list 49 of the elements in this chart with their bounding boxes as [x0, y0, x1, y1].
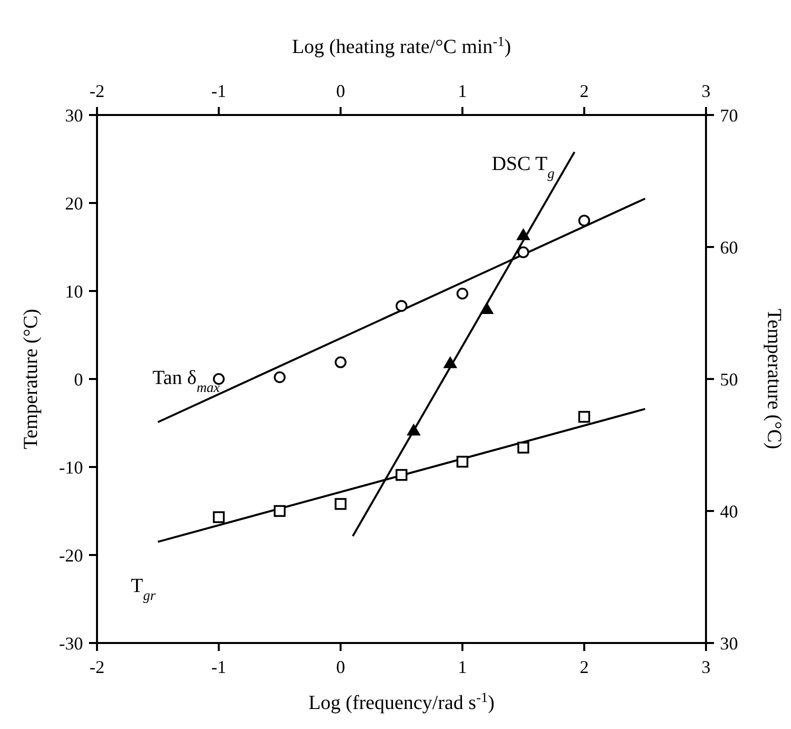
- series-label: Tan δ$_{max}$: [152, 367, 221, 396]
- point: [212, 511, 225, 524]
- x2-axis-title: Log (heating rate/°C min$^{-1}$): [292, 34, 512, 58]
- x2-tick-label: 0: [336, 81, 346, 101]
- x2-tick-label: 3: [702, 81, 710, 101]
- x-axis-title: Log (frequency/rad s$^{-1}$): [308, 690, 495, 714]
- y2-tick-label: 30: [720, 633, 738, 654]
- y-tick-label: 10: [65, 281, 83, 302]
- point: [406, 423, 421, 436]
- point: [456, 288, 468, 300]
- point: [443, 356, 458, 368]
- x2-tick-label: -1: [211, 81, 226, 101]
- y2-tick-label: 70: [720, 105, 738, 126]
- y2-tick-label: 60: [720, 237, 738, 258]
- point: [578, 410, 590, 423]
- x2-tick-label: 2: [580, 81, 589, 101]
- point: [456, 456, 468, 468]
- y-tick-label: -30: [59, 633, 83, 654]
- x2-tick-label: 1: [458, 81, 467, 101]
- series-label: DSC T$_{g}$: [492, 152, 554, 182]
- point: [578, 214, 590, 226]
- point: [334, 356, 346, 368]
- point: [274, 371, 286, 384]
- x-tick-label: 1: [458, 657, 467, 677]
- series-label: T$_{gr}$: [130, 574, 156, 604]
- point: [517, 246, 530, 258]
- point: [480, 302, 494, 314]
- y-tick-label: -20: [59, 545, 83, 566]
- y-tick-label: 20: [65, 193, 83, 214]
- y2-tick-label: 50: [720, 369, 738, 390]
- point: [274, 505, 286, 517]
- x-tick-label: 3: [702, 657, 710, 677]
- x-tick-label: -2: [90, 657, 104, 677]
- y-tick-label: -10: [59, 457, 83, 478]
- point: [396, 469, 408, 481]
- point: [212, 373, 225, 385]
- y2-tick-label: 40: [720, 501, 738, 522]
- x-tick-label: 0: [336, 657, 346, 677]
- x-tick-label: 2: [580, 657, 589, 677]
- point: [334, 498, 346, 510]
- y2-axis-title: Temperature (°C): [763, 308, 785, 450]
- x2-tick-label: -2: [90, 81, 104, 101]
- x-tick-label: -1: [211, 657, 226, 677]
- y-tick-label: 30: [65, 105, 83, 126]
- y-tick-label: 0: [74, 369, 83, 390]
- point: [396, 300, 408, 312]
- point: [517, 442, 530, 454]
- y-axis-title: Temperature (°C): [20, 308, 42, 450]
- point: [516, 228, 530, 240]
